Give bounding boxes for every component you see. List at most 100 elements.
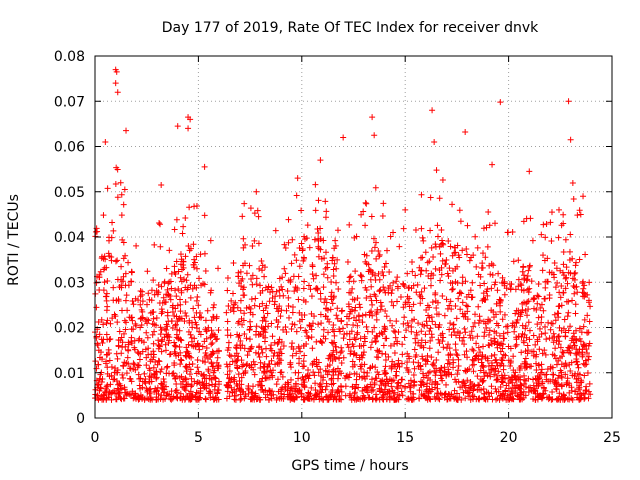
data-point xyxy=(518,309,525,316)
data-point xyxy=(439,377,446,384)
data-point xyxy=(469,279,476,286)
data-point xyxy=(443,381,450,388)
data-point xyxy=(223,395,230,402)
data-point xyxy=(448,286,455,293)
data-point xyxy=(363,200,370,207)
data-point xyxy=(137,288,144,295)
data-point xyxy=(263,375,270,382)
data-point xyxy=(182,215,189,222)
data-point xyxy=(526,336,533,343)
data-point xyxy=(320,271,327,278)
data-point xyxy=(478,359,485,366)
data-point xyxy=(168,396,175,403)
data-point xyxy=(360,351,367,358)
data-point xyxy=(163,321,170,328)
data-point xyxy=(453,379,460,386)
data-point xyxy=(188,375,195,382)
data-point xyxy=(440,344,447,351)
data-point xyxy=(513,334,520,341)
data-point xyxy=(224,326,231,333)
data-point xyxy=(421,393,428,400)
data-point xyxy=(206,372,213,379)
data-point xyxy=(230,259,237,266)
data-point xyxy=(301,236,308,243)
data-point xyxy=(518,282,525,289)
data-point xyxy=(308,384,315,391)
data-point xyxy=(538,330,545,337)
data-point xyxy=(232,344,239,351)
data-point xyxy=(113,68,120,75)
data-point xyxy=(501,311,508,318)
data-point xyxy=(171,360,178,367)
data-point xyxy=(433,356,440,363)
data-point xyxy=(278,350,285,357)
data-point xyxy=(209,340,216,347)
data-point xyxy=(443,257,450,264)
data-point xyxy=(361,333,368,340)
data-point xyxy=(376,385,383,392)
data-point xyxy=(464,222,471,229)
data-point xyxy=(477,349,484,356)
data-point xyxy=(553,361,560,368)
data-point xyxy=(400,280,407,287)
data-point xyxy=(576,207,583,214)
data-point xyxy=(581,372,588,379)
data-point xyxy=(239,321,246,328)
data-point xyxy=(574,212,581,219)
data-point xyxy=(382,335,389,342)
data-point xyxy=(530,352,537,359)
data-point xyxy=(109,219,116,226)
data-point xyxy=(513,376,520,383)
data-points xyxy=(92,66,594,403)
data-point xyxy=(330,266,337,273)
data-point xyxy=(301,384,308,391)
data-point xyxy=(492,385,499,392)
data-point xyxy=(464,303,471,310)
data-point xyxy=(473,340,480,347)
data-point xyxy=(497,296,504,303)
data-point xyxy=(480,343,487,350)
data-point xyxy=(373,297,380,304)
data-point xyxy=(125,282,132,289)
data-point xyxy=(431,384,438,391)
data-point xyxy=(300,285,307,292)
data-point xyxy=(406,396,413,403)
data-point xyxy=(132,366,139,373)
data-point xyxy=(235,273,242,280)
data-point xyxy=(193,309,200,316)
data-point xyxy=(148,374,155,381)
data-point xyxy=(512,343,519,350)
data-point xyxy=(538,313,545,320)
data-point xyxy=(193,297,200,304)
data-point xyxy=(310,275,317,282)
data-point xyxy=(243,335,250,342)
data-point xyxy=(201,212,208,219)
data-point xyxy=(399,341,406,348)
data-point xyxy=(573,379,580,386)
data-point xyxy=(168,285,175,292)
data-point xyxy=(141,370,148,377)
data-point xyxy=(337,328,344,335)
data-point xyxy=(555,334,562,341)
data-point xyxy=(540,221,547,228)
data-point xyxy=(158,181,165,188)
data-point xyxy=(342,392,349,399)
data-point xyxy=(485,208,492,215)
data-point xyxy=(562,360,569,367)
data-point xyxy=(285,216,292,223)
data-point xyxy=(208,376,215,383)
data-point xyxy=(428,381,435,388)
data-point xyxy=(568,359,575,366)
data-point xyxy=(301,255,308,262)
x-tick-label: 0 xyxy=(91,430,100,446)
data-point xyxy=(552,317,559,324)
data-point xyxy=(273,396,280,403)
data-point xyxy=(182,284,189,291)
data-point xyxy=(523,364,530,371)
data-point xyxy=(283,328,290,335)
data-point xyxy=(574,361,581,368)
data-point xyxy=(501,280,508,287)
data-point xyxy=(251,396,258,403)
data-point xyxy=(138,337,145,344)
data-point xyxy=(461,341,468,348)
